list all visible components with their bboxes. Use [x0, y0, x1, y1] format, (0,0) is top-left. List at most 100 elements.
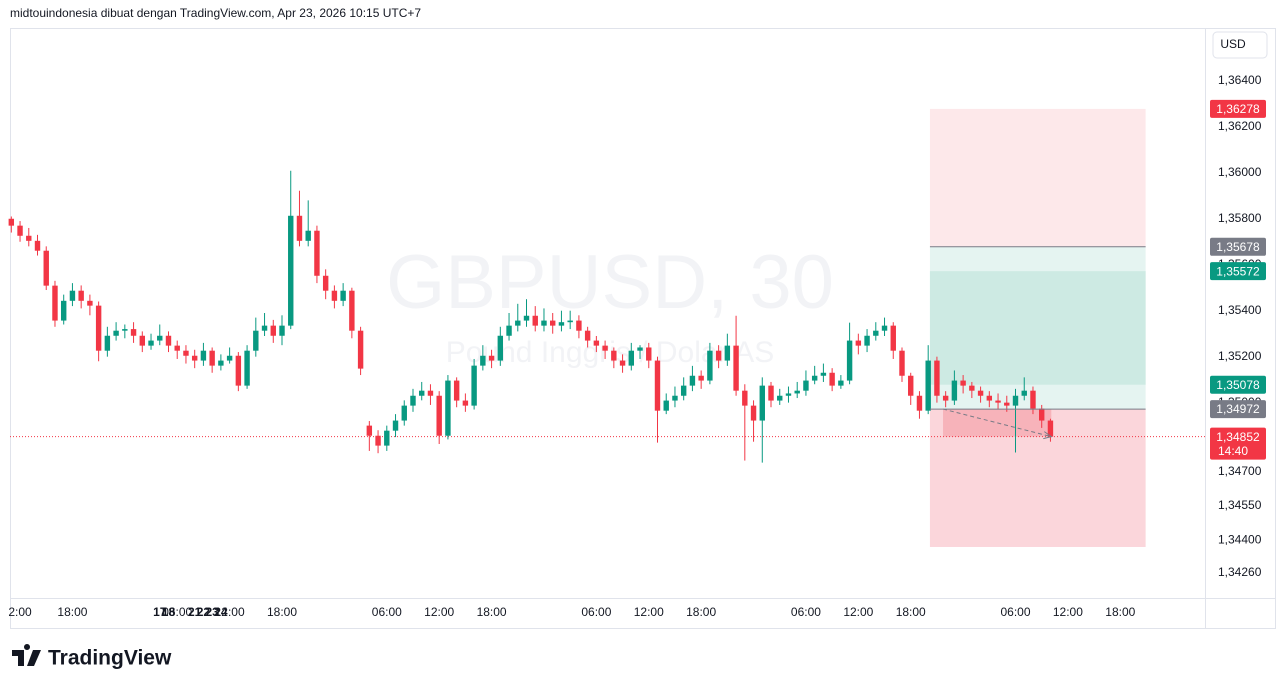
candle-body: [104, 335, 111, 351]
candle-body: [436, 395, 442, 436]
candle-body: [794, 390, 800, 394]
candle-body: [148, 340, 154, 346]
candle-body: [558, 322, 565, 326]
candle-body: [1047, 420, 1054, 437]
y-tick-label: 1,35400: [1218, 303, 1262, 317]
candle-body: [427, 390, 434, 396]
candle-body: [777, 395, 783, 401]
candle-body: [733, 345, 739, 391]
pnl-arrow: [942, 408, 1052, 438]
last-price-label: 1,34852: [1216, 430, 1260, 444]
x-tick-label: 18:00: [686, 605, 716, 619]
candle-body: [279, 325, 285, 336]
x-tick-label: 06:00: [372, 605, 402, 619]
candle-body: [549, 320, 556, 326]
candle-body: [87, 300, 93, 306]
candle-body: [288, 215, 294, 326]
candle-body: [305, 230, 311, 241]
logo-text: TradingView: [48, 647, 172, 670]
candle-body: [244, 350, 250, 386]
candle-body: [1004, 402, 1010, 406]
candle-body: [506, 325, 512, 336]
candle-body: [366, 425, 373, 436]
candle-body: [785, 393, 792, 396]
y-tick-label: 1,34260: [1218, 565, 1262, 579]
candle-body: [270, 325, 276, 336]
x-tick-label: 18:00: [267, 605, 297, 619]
candle-body: [331, 290, 338, 301]
x-tick-label: 06:00: [1000, 605, 1030, 619]
candle-body: [130, 329, 137, 336]
candle-body: [69, 290, 76, 301]
y-tick-label: 1,34400: [1218, 533, 1262, 547]
candle-body: [742, 390, 748, 406]
y-tick-label: 1,36200: [1218, 119, 1262, 133]
price-badge-label: 1,35078: [1216, 378, 1260, 392]
candle-body: [43, 250, 49, 286]
x-tick-label: 12:00: [424, 605, 454, 619]
candle-body: [864, 335, 870, 346]
candle-body: [349, 290, 355, 331]
candle-body: [689, 375, 696, 386]
candle-body: [375, 435, 381, 446]
candle-body: [977, 390, 984, 396]
price-badge-label: 1,34972: [1216, 402, 1260, 416]
candle-body: [340, 290, 346, 301]
frame: [10, 28, 1276, 629]
x-tick-label: 06:00: [162, 605, 192, 619]
candle-body: [803, 380, 809, 391]
candle-body: [715, 350, 722, 361]
candle-body: [969, 385, 975, 391]
x-tick-label: 22: [197, 605, 211, 619]
candle-body: [637, 347, 643, 351]
y-tick-label: 1,35200: [1218, 349, 1262, 363]
candle-body: [480, 355, 486, 366]
candle-body: [576, 320, 582, 331]
y-tick-label: 1,36000: [1218, 165, 1262, 179]
candle-body: [899, 350, 905, 376]
pnl-arrow-head: [1043, 431, 1053, 440]
candle-body: [165, 335, 172, 346]
candle-body: [95, 305, 102, 351]
price-badge-label: 1,36278: [1216, 102, 1260, 116]
candle-body: [122, 329, 128, 331]
candle-body: [890, 325, 896, 351]
candle-body: [157, 335, 163, 341]
candle-body: [1012, 395, 1019, 406]
candle-body: [209, 350, 215, 366]
watermark: GBPUSD, 30 Pound Inggris / Dolar AS: [386, 240, 834, 369]
candle-body: [488, 355, 495, 361]
x-tick-label: 18:00: [477, 605, 507, 619]
candle-body: [357, 330, 364, 369]
candle-body: [759, 385, 765, 421]
candle-body: [663, 400, 669, 411]
x-tick-label: 24: [214, 605, 228, 619]
x-tick-label: 17: [153, 605, 167, 619]
candle-body: [986, 395, 993, 401]
x-tick-label: 06:00: [791, 605, 821, 619]
candle-body: [855, 340, 862, 346]
price-badge: [1210, 375, 1266, 394]
candle-body: [60, 300, 67, 321]
price-badge: [1210, 237, 1266, 256]
candle-body: [838, 380, 844, 386]
candle-body: [541, 320, 547, 326]
candle-body: [410, 395, 416, 406]
candle-body: [226, 355, 233, 361]
candle-body: [768, 385, 774, 401]
candle-body: [829, 372, 835, 386]
candle-body: [724, 345, 731, 361]
y-tick-label: 1,35800: [1218, 211, 1262, 225]
currency-button[interactable]: [1212, 31, 1268, 59]
header-text: midtouindonesia dibuat dengan TradingVie…: [10, 6, 421, 20]
candle-body: [908, 375, 914, 396]
watermark-title: GBPUSD, 30: [386, 240, 834, 325]
plot: [8, 108, 1205, 547]
candle-body: [453, 380, 460, 401]
candle-body: [672, 395, 678, 401]
candle-body: [401, 405, 407, 421]
candle-body: [174, 345, 180, 351]
candle-body: [462, 400, 469, 406]
candle-body: [139, 335, 145, 346]
